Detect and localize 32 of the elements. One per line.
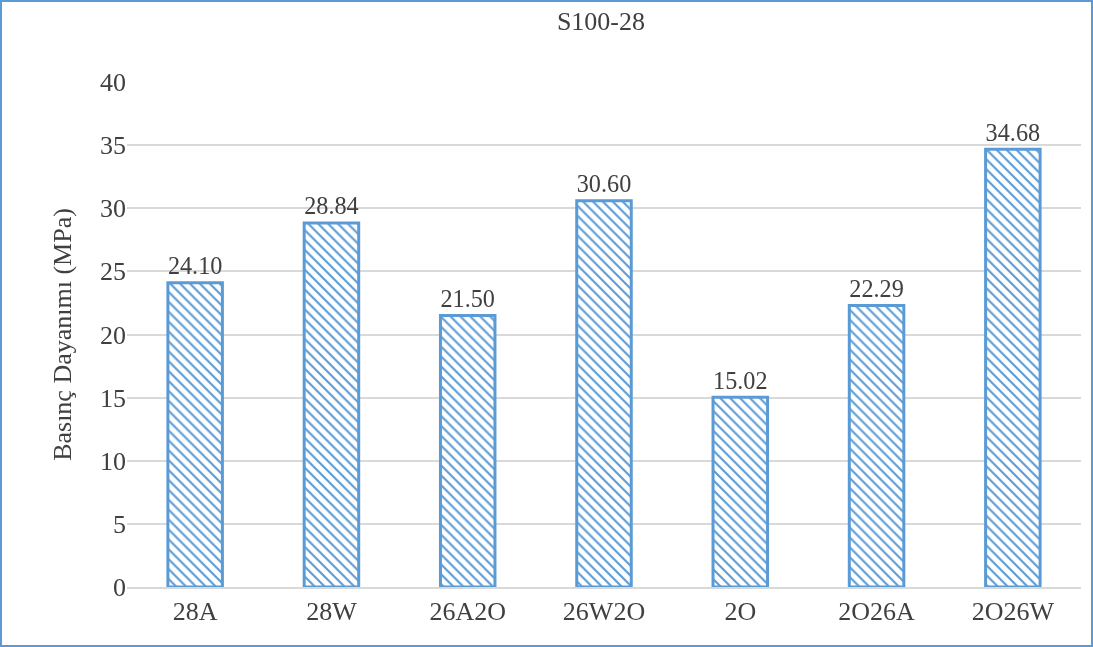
y-tick-label: 20 (100, 320, 126, 350)
x-tick-label: 28W (306, 597, 358, 627)
data-label: 22.29 (849, 275, 904, 302)
y-tick-label: 35 (100, 131, 126, 161)
x-tick-label: 26A2O (429, 597, 506, 627)
bar (711, 395, 770, 587)
x-tick-label: 26W2O (562, 597, 646, 627)
x-tick-label: 2O (724, 597, 757, 627)
bar (847, 304, 906, 587)
y-tick-label: 25 (100, 257, 126, 287)
x-tick-label: 2O26A (838, 597, 916, 627)
y-tick-label: 30 (100, 194, 126, 224)
bar (302, 221, 361, 587)
x-tick-label: 28A (172, 597, 218, 627)
data-label: 30.60 (576, 170, 632, 198)
bar (166, 281, 224, 587)
data-label: 21.50 (440, 284, 495, 312)
chart-title: S100-28 (556, 6, 646, 36)
data-label: 34.68 (985, 118, 1041, 146)
bar (438, 314, 497, 587)
data-label: 15.02 (713, 366, 768, 394)
y-tick-label: 40 (100, 68, 126, 98)
y-tick-label: 15 (100, 383, 126, 413)
y-tick-label: 5 (113, 509, 126, 539)
data-label: 24.10 (167, 252, 223, 280)
y-axis-title: Basınç Dayanımı (MPa) (48, 208, 78, 461)
bar (984, 147, 1042, 587)
x-tick-label: 2O26W (971, 597, 1055, 627)
data-label: 28.84 (304, 192, 359, 220)
y-tick-label: 0 (113, 573, 126, 603)
y-tick-label: 10 (100, 446, 126, 476)
bar (575, 199, 633, 587)
